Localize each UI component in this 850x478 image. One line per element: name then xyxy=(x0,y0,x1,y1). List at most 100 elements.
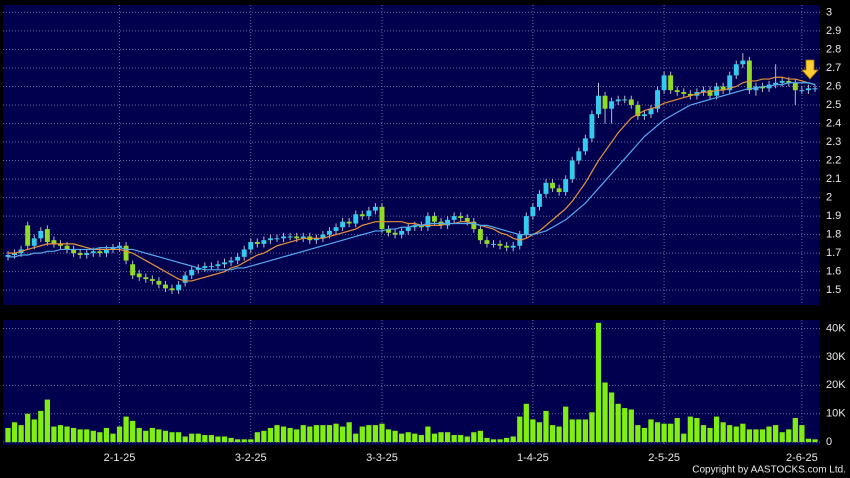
candle-body xyxy=(510,245,516,248)
candle-body xyxy=(471,221,477,230)
candle-body xyxy=(582,138,588,152)
volume-bar xyxy=(733,426,739,443)
volume-bar xyxy=(510,436,516,443)
volume-bar xyxy=(707,427,713,443)
y-tick-label: 2.9 xyxy=(826,25,841,37)
y-tick-label: 1.5 xyxy=(826,284,841,296)
volume-bar xyxy=(202,435,208,443)
candle-body xyxy=(491,243,496,245)
y-tick-label: 2.8 xyxy=(826,43,841,55)
x-tick-label: 3-2-25 xyxy=(235,452,267,464)
candle-body xyxy=(497,243,503,246)
candle-body xyxy=(51,240,57,244)
candle-body xyxy=(248,242,254,250)
candle-body xyxy=(786,80,792,83)
volume-bar xyxy=(189,433,195,443)
candle-body xyxy=(274,238,280,240)
candle-body xyxy=(609,101,615,109)
volume-bar xyxy=(687,416,693,443)
candle-body xyxy=(779,80,785,83)
y-tick-label: 2 xyxy=(826,191,832,203)
volume-bar xyxy=(405,432,411,443)
volume-bar xyxy=(294,429,300,443)
y-tick-label: 2.5 xyxy=(826,99,841,111)
candle-body xyxy=(655,90,660,109)
candle-body xyxy=(117,245,122,248)
candle-body xyxy=(760,86,765,89)
volume-bar xyxy=(576,419,582,443)
volume-bar xyxy=(536,422,543,443)
volume-bar xyxy=(543,410,549,443)
volume-bar xyxy=(11,422,18,443)
volume-bar xyxy=(235,439,241,443)
volume-bar xyxy=(182,436,188,443)
volume-bar xyxy=(622,408,628,443)
candle-body xyxy=(536,193,542,207)
volume-bar xyxy=(628,409,634,443)
volume-bar xyxy=(5,427,11,443)
volume-bar xyxy=(681,433,687,443)
plot-layer: 1.5 1.6 1.7 1.8 1.9 2 2.1 2.2 2.3 2.4 2.5 2.6 2.7 2.8… xyxy=(3,5,846,464)
volume-bar xyxy=(497,439,503,443)
candle-body xyxy=(208,266,214,268)
volume-bar xyxy=(399,433,405,443)
candle-body xyxy=(451,216,457,220)
candle-body xyxy=(31,238,37,246)
volume-bar xyxy=(635,425,641,443)
volume-bar xyxy=(274,425,280,443)
candle-body xyxy=(228,260,234,263)
volume-bar xyxy=(484,437,490,443)
volume-bar xyxy=(110,433,116,443)
volume-bar xyxy=(64,426,70,443)
volume-bar xyxy=(451,435,457,443)
candle-body xyxy=(241,249,247,257)
y-tick-label: 0 xyxy=(826,436,832,448)
volume-bar xyxy=(156,429,162,443)
y-tick-label: 2.4 xyxy=(826,117,841,129)
volume-bar xyxy=(130,420,136,443)
volume-bar xyxy=(300,425,306,443)
candle-body xyxy=(235,256,241,261)
volume-bar xyxy=(162,430,169,443)
volume-bar xyxy=(313,425,319,443)
candle-body xyxy=(123,245,129,261)
candle-body xyxy=(530,206,536,217)
candle-body xyxy=(5,255,11,257)
candle-body xyxy=(386,229,391,233)
moving-average-line xyxy=(8,76,816,282)
candle-body xyxy=(399,230,405,235)
candle-body xyxy=(445,219,451,226)
candle-body xyxy=(687,93,693,96)
y-tick-label: 1.9 xyxy=(826,210,841,222)
candle-body xyxy=(425,216,431,228)
volume-bar xyxy=(77,429,83,443)
volume-bar xyxy=(267,427,274,443)
candle-body xyxy=(523,216,529,235)
candle-body xyxy=(222,262,227,265)
volume-bar xyxy=(812,439,818,443)
y-tick-label: 10K xyxy=(826,408,846,420)
volume-bar xyxy=(241,439,247,443)
candle-body xyxy=(432,216,437,222)
candle-body xyxy=(169,288,175,291)
volume-bar xyxy=(786,429,792,443)
candle-body xyxy=(346,221,352,224)
volume-bar xyxy=(57,425,64,443)
candle-body xyxy=(215,264,221,267)
candle-body xyxy=(182,275,188,283)
candle-body xyxy=(195,267,201,270)
candle-body xyxy=(668,75,674,91)
volume-bar xyxy=(490,439,497,443)
candle-body xyxy=(44,229,50,243)
candle-body xyxy=(622,99,628,101)
candle-body xyxy=(628,99,634,105)
volume-bar xyxy=(412,433,418,443)
volume-bar xyxy=(103,427,110,443)
candle-body xyxy=(550,182,556,189)
y-tick-label: 30K xyxy=(826,351,846,363)
candle-body xyxy=(674,90,680,93)
candle-body xyxy=(372,206,378,211)
volume-bar xyxy=(727,425,733,443)
volume-panel xyxy=(3,320,820,445)
candle-body xyxy=(103,249,109,254)
